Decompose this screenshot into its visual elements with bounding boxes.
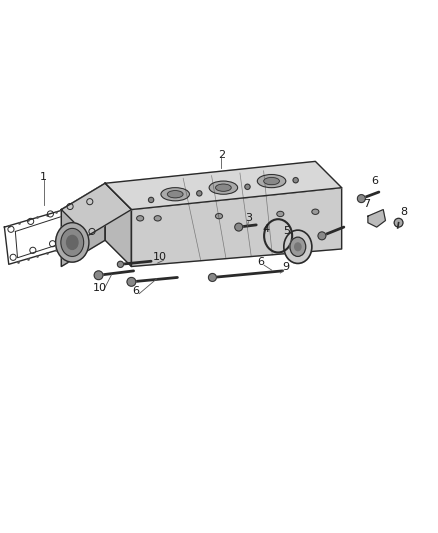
Text: 6: 6: [132, 286, 139, 296]
Text: 3: 3: [245, 213, 252, 223]
Ellipse shape: [197, 191, 202, 196]
Ellipse shape: [277, 211, 284, 216]
Text: 1: 1: [40, 172, 47, 182]
Ellipse shape: [235, 223, 243, 231]
Polygon shape: [61, 183, 131, 236]
Ellipse shape: [264, 177, 279, 185]
Text: 8: 8: [400, 207, 407, 217]
Ellipse shape: [208, 273, 216, 281]
Text: 4: 4: [263, 224, 270, 235]
Ellipse shape: [209, 181, 237, 194]
Polygon shape: [105, 183, 131, 266]
Text: 6: 6: [257, 257, 264, 267]
Ellipse shape: [312, 209, 319, 214]
Ellipse shape: [137, 216, 144, 221]
Ellipse shape: [117, 261, 124, 268]
Ellipse shape: [148, 197, 154, 203]
Ellipse shape: [127, 278, 136, 286]
Ellipse shape: [67, 236, 78, 249]
Ellipse shape: [293, 177, 298, 183]
Text: 9: 9: [282, 262, 289, 272]
Ellipse shape: [257, 174, 286, 188]
Ellipse shape: [295, 243, 301, 251]
Text: 2: 2: [218, 150, 225, 160]
Ellipse shape: [61, 229, 84, 256]
Polygon shape: [131, 188, 342, 266]
Ellipse shape: [215, 184, 231, 191]
Ellipse shape: [318, 232, 326, 240]
Text: 5: 5: [283, 227, 290, 237]
Ellipse shape: [394, 219, 403, 227]
Ellipse shape: [94, 271, 103, 280]
Ellipse shape: [56, 223, 89, 262]
Polygon shape: [61, 183, 105, 266]
Ellipse shape: [284, 230, 312, 263]
Text: 10: 10: [153, 252, 167, 262]
Text: 7: 7: [364, 199, 371, 209]
Polygon shape: [368, 209, 385, 227]
Polygon shape: [105, 161, 342, 209]
Ellipse shape: [245, 184, 250, 189]
Ellipse shape: [357, 195, 365, 203]
Ellipse shape: [290, 237, 306, 256]
Text: 10: 10: [93, 282, 107, 293]
Text: 6: 6: [371, 176, 378, 186]
Ellipse shape: [154, 216, 161, 221]
Ellipse shape: [167, 191, 183, 198]
Ellipse shape: [161, 188, 190, 201]
Ellipse shape: [215, 214, 223, 219]
